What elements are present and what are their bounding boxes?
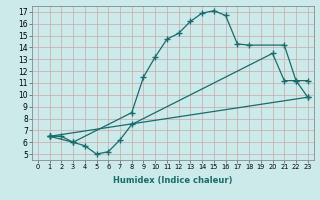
- X-axis label: Humidex (Indice chaleur): Humidex (Indice chaleur): [113, 176, 233, 185]
